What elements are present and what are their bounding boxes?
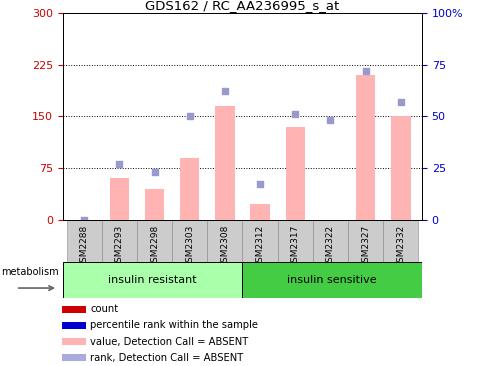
Text: GSM2308: GSM2308: [220, 225, 229, 268]
Point: [361, 68, 369, 74]
Text: insulin sensitive: insulin sensitive: [287, 275, 376, 285]
Bar: [66, 220, 102, 262]
Text: GSM2293: GSM2293: [115, 225, 123, 268]
Bar: [109, 178, 129, 220]
Text: count: count: [90, 304, 118, 314]
Bar: [277, 220, 312, 262]
Text: metabolism: metabolism: [1, 267, 59, 277]
Title: GDS162 / RC_AA236995_s_at: GDS162 / RC_AA236995_s_at: [145, 0, 339, 12]
Text: GSM2322: GSM2322: [325, 225, 334, 268]
Text: GSM2288: GSM2288: [79, 225, 89, 268]
Bar: [250, 205, 269, 220]
Text: GSM2327: GSM2327: [361, 225, 369, 268]
Point: [396, 99, 404, 105]
Point: [115, 161, 123, 167]
Text: GSM2312: GSM2312: [255, 225, 264, 268]
Point: [326, 117, 333, 123]
Point: [256, 182, 263, 187]
Point: [185, 113, 193, 119]
Text: insulin resistant: insulin resistant: [108, 275, 197, 285]
Bar: [215, 106, 234, 220]
Bar: [382, 220, 418, 262]
Text: percentile rank within the sample: percentile rank within the sample: [90, 320, 257, 330]
Bar: [242, 220, 277, 262]
Point: [80, 217, 88, 223]
Bar: [102, 220, 136, 262]
Point: [221, 89, 228, 94]
Bar: [312, 220, 348, 262]
Bar: [62, 355, 86, 361]
Bar: [207, 220, 242, 262]
Bar: [145, 188, 164, 220]
Bar: [62, 322, 86, 329]
Bar: [242, 262, 421, 298]
Bar: [355, 75, 375, 220]
Bar: [348, 220, 382, 262]
Text: GSM2332: GSM2332: [395, 225, 405, 268]
Bar: [391, 116, 409, 220]
Text: GSM2303: GSM2303: [185, 225, 194, 268]
Bar: [62, 338, 86, 345]
Bar: [136, 220, 172, 262]
Bar: [63, 262, 242, 298]
Point: [151, 169, 158, 175]
Bar: [172, 220, 207, 262]
Text: GSM2317: GSM2317: [290, 225, 299, 268]
Bar: [180, 157, 199, 220]
Text: rank, Detection Call = ABSENT: rank, Detection Call = ABSENT: [90, 353, 243, 363]
Point: [291, 111, 299, 117]
Text: value, Detection Call = ABSENT: value, Detection Call = ABSENT: [90, 337, 248, 347]
Bar: [285, 127, 304, 220]
Bar: [62, 306, 86, 313]
Text: GSM2298: GSM2298: [150, 225, 159, 268]
